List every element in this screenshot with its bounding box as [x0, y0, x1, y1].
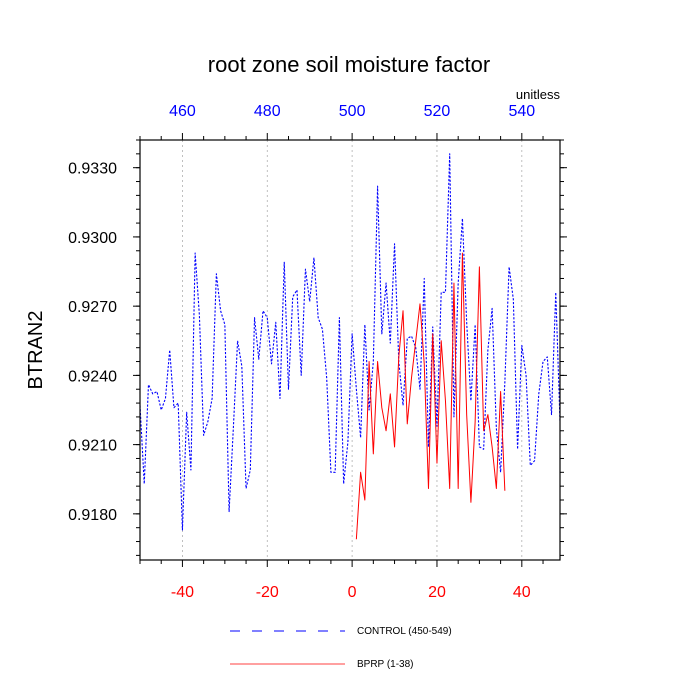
chart-title: root zone soil moisture factor: [208, 52, 490, 77]
y-tick-label: 0.9330: [68, 161, 117, 178]
units-label: unitless: [516, 87, 561, 102]
x-top-tick-label: 460: [169, 103, 196, 120]
series-line-control: [139, 153, 561, 531]
y-tick-label: 0.9210: [68, 438, 117, 455]
y-tick-label: 0.9180: [68, 507, 117, 524]
y-tick-label: 0.9240: [68, 368, 117, 385]
series-lines: [139, 153, 561, 540]
plot-frame: [139, 139, 561, 561]
axis-ticks: [133, 133, 567, 567]
legend-label-control: CONTROL (450-549): [357, 626, 452, 637]
tick-labels: -40 -20 0 20 40 460 480 500 520 540 0.9180 0.9210 0.…: [68, 103, 535, 601]
x-bottom-tick-label: 40: [513, 584, 531, 601]
x-bottom-tick-label: 20: [428, 584, 446, 601]
series-line-bprp: [355, 252, 506, 540]
y-tick-label: 0.9270: [68, 299, 117, 316]
x-top-tick-label: 500: [339, 103, 366, 120]
gridlines: [182, 140, 523, 560]
x-bottom-tick-label: -20: [256, 584, 279, 601]
legend-label-bprp: BPRP (1-38): [357, 659, 414, 670]
x-top-tick-label: 540: [508, 103, 535, 120]
legend: CONTROL (450-549) BPRP (1-38): [230, 626, 452, 670]
x-bottom-tick-label: 0: [348, 584, 357, 601]
y-axis-label: BTRAN2: [25, 311, 47, 390]
x-top-tick-label: 480: [254, 103, 281, 120]
y-tick-label: 0.9300: [68, 230, 117, 247]
x-top-tick-label: 520: [424, 103, 451, 120]
x-bottom-tick-label: -40: [171, 584, 194, 601]
